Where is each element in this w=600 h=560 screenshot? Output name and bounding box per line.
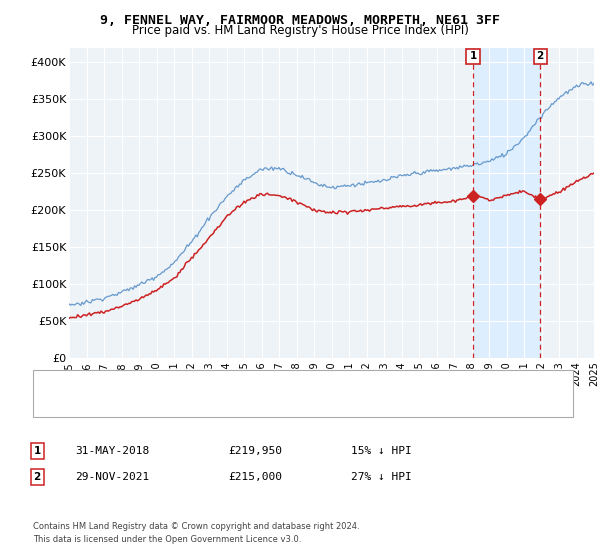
Text: 31-MAY-2018: 31-MAY-2018 <box>75 446 149 456</box>
Text: HPI: Average price, detached house, Northumberland: HPI: Average price, detached house, Nort… <box>72 394 334 404</box>
Text: 2: 2 <box>34 472 41 482</box>
Text: 1: 1 <box>469 52 476 62</box>
Text: Price paid vs. HM Land Registry's House Price Index (HPI): Price paid vs. HM Land Registry's House … <box>131 24 469 37</box>
Text: 9, FENNEL WAY, FAIRMOOR MEADOWS, MORPETH, NE61 3FF (detached house): 9, FENNEL WAY, FAIRMOOR MEADOWS, MORPETH… <box>72 376 456 386</box>
Text: £219,950: £219,950 <box>228 446 282 456</box>
Text: 2: 2 <box>536 52 544 62</box>
Text: 27% ↓ HPI: 27% ↓ HPI <box>351 472 412 482</box>
Text: 9, FENNEL WAY, FAIRMOOR MEADOWS, MORPETH, NE61 3FF: 9, FENNEL WAY, FAIRMOOR MEADOWS, MORPETH… <box>100 14 500 27</box>
Text: Contains HM Land Registry data © Crown copyright and database right 2024.: Contains HM Land Registry data © Crown c… <box>33 522 359 531</box>
Text: 15% ↓ HPI: 15% ↓ HPI <box>351 446 412 456</box>
Text: £215,000: £215,000 <box>228 472 282 482</box>
Text: 29-NOV-2021: 29-NOV-2021 <box>75 472 149 482</box>
Text: 1: 1 <box>34 446 41 456</box>
Text: This data is licensed under the Open Government Licence v3.0.: This data is licensed under the Open Gov… <box>33 534 301 544</box>
Bar <box>473 48 540 358</box>
